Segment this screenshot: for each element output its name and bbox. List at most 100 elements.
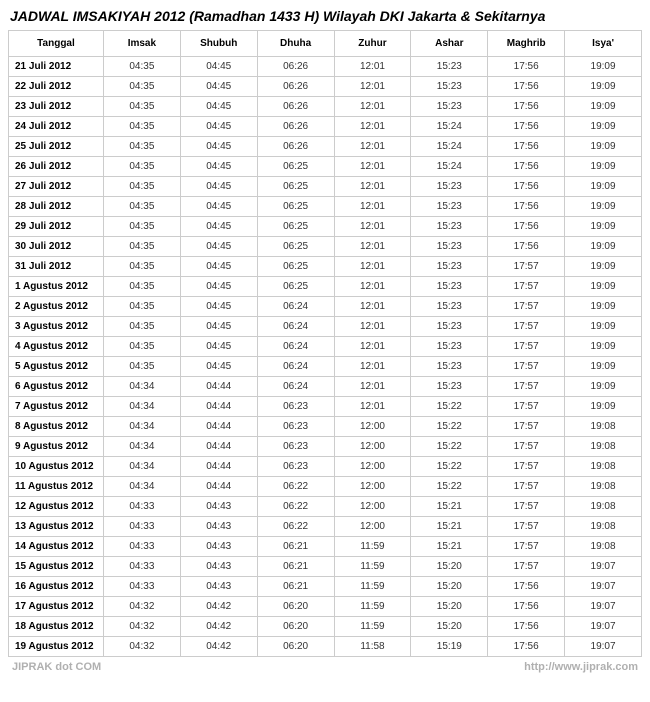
time-cell: 17:57 — [488, 277, 565, 297]
time-cell: 19:08 — [565, 417, 642, 437]
time-cell: 15:23 — [411, 277, 488, 297]
table-row: 21 Juli 201204:3504:4506:2612:0115:2317:… — [9, 57, 642, 77]
date-cell: 19 Agustus 2012 — [9, 637, 104, 657]
time-cell: 06:25 — [257, 217, 334, 237]
time-cell: 19:09 — [565, 297, 642, 317]
time-cell: 06:21 — [257, 577, 334, 597]
time-cell: 19:09 — [565, 97, 642, 117]
table-row: 11 Agustus 201204:3404:4406:2212:0015:22… — [9, 477, 642, 497]
time-cell: 19:07 — [565, 557, 642, 577]
time-cell: 17:56 — [488, 117, 565, 137]
time-cell: 17:57 — [488, 477, 565, 497]
time-cell: 17:57 — [488, 497, 565, 517]
table-row: 2 Agustus 201204:3504:4506:2412:0115:231… — [9, 297, 642, 317]
time-cell: 12:01 — [334, 297, 411, 317]
table-row: 31 Juli 201204:3504:4506:2512:0115:2317:… — [9, 257, 642, 277]
time-cell: 15:23 — [411, 377, 488, 397]
time-cell: 17:57 — [488, 437, 565, 457]
time-cell: 04:44 — [180, 437, 257, 457]
table-row: 6 Agustus 201204:3404:4406:2412:0115:231… — [9, 377, 642, 397]
time-cell: 19:09 — [565, 197, 642, 217]
time-cell: 06:26 — [257, 117, 334, 137]
table-row: 24 Juli 201204:3504:4506:2612:0115:2417:… — [9, 117, 642, 137]
time-cell: 06:25 — [257, 157, 334, 177]
time-cell: 04:45 — [180, 57, 257, 77]
time-cell: 06:25 — [257, 237, 334, 257]
time-cell: 04:35 — [103, 157, 180, 177]
time-cell: 12:01 — [334, 117, 411, 137]
table-row: 15 Agustus 201204:3304:4306:2111:5915:20… — [9, 557, 642, 577]
time-cell: 17:56 — [488, 177, 565, 197]
date-cell: 7 Agustus 2012 — [9, 397, 104, 417]
time-cell: 19:09 — [565, 317, 642, 337]
time-cell: 19:09 — [565, 57, 642, 77]
time-cell: 19:09 — [565, 377, 642, 397]
table-row: 19 Agustus 201204:3204:4206:2011:5815:19… — [9, 637, 642, 657]
time-cell: 04:42 — [180, 617, 257, 637]
time-cell: 04:35 — [103, 357, 180, 377]
time-cell: 04:45 — [180, 197, 257, 217]
time-cell: 04:33 — [103, 577, 180, 597]
time-cell: 04:35 — [103, 297, 180, 317]
time-cell: 12:01 — [334, 257, 411, 277]
date-cell: 17 Agustus 2012 — [9, 597, 104, 617]
time-cell: 06:24 — [257, 317, 334, 337]
time-cell: 06:26 — [257, 57, 334, 77]
time-cell: 17:57 — [488, 357, 565, 377]
time-cell: 17:57 — [488, 397, 565, 417]
time-cell: 04:45 — [180, 157, 257, 177]
date-cell: 6 Agustus 2012 — [9, 377, 104, 397]
date-cell: 12 Agustus 2012 — [9, 497, 104, 517]
time-cell: 17:57 — [488, 457, 565, 477]
time-cell: 06:25 — [257, 197, 334, 217]
time-cell: 04:35 — [103, 217, 180, 237]
time-cell: 04:35 — [103, 317, 180, 337]
time-cell: 06:26 — [257, 97, 334, 117]
date-cell: 26 Juli 2012 — [9, 157, 104, 177]
time-cell: 12:01 — [334, 377, 411, 397]
table-row: 3 Agustus 201204:3504:4506:2412:0115:231… — [9, 317, 642, 337]
time-cell: 04:45 — [180, 297, 257, 317]
time-cell: 17:56 — [488, 637, 565, 657]
time-cell: 04:32 — [103, 637, 180, 657]
time-cell: 15:24 — [411, 157, 488, 177]
time-cell: 04:44 — [180, 477, 257, 497]
time-cell: 04:45 — [180, 217, 257, 237]
time-cell: 19:09 — [565, 237, 642, 257]
date-cell: 16 Agustus 2012 — [9, 577, 104, 597]
time-cell: 17:57 — [488, 337, 565, 357]
date-cell: 14 Agustus 2012 — [9, 537, 104, 557]
time-cell: 12:01 — [334, 97, 411, 117]
time-cell: 04:45 — [180, 77, 257, 97]
time-cell: 06:21 — [257, 537, 334, 557]
date-cell: 10 Agustus 2012 — [9, 457, 104, 477]
date-cell: 29 Juli 2012 — [9, 217, 104, 237]
time-cell: 06:24 — [257, 297, 334, 317]
time-cell: 17:57 — [488, 417, 565, 437]
time-cell: 15:21 — [411, 537, 488, 557]
time-cell: 04:35 — [103, 177, 180, 197]
time-cell: 15:24 — [411, 137, 488, 157]
time-cell: 15:23 — [411, 237, 488, 257]
table-row: 23 Juli 201204:3504:4506:2612:0115:2317:… — [9, 97, 642, 117]
time-cell: 11:59 — [334, 577, 411, 597]
date-cell: 23 Juli 2012 — [9, 97, 104, 117]
time-cell: 06:22 — [257, 517, 334, 537]
time-cell: 17:56 — [488, 217, 565, 237]
time-cell: 04:45 — [180, 177, 257, 197]
time-cell: 17:56 — [488, 577, 565, 597]
date-cell: 28 Juli 2012 — [9, 197, 104, 217]
time-cell: 06:26 — [257, 77, 334, 97]
time-cell: 12:01 — [334, 237, 411, 257]
date-cell: 15 Agustus 2012 — [9, 557, 104, 577]
time-cell: 19:07 — [565, 617, 642, 637]
table-row: 7 Agustus 201204:3404:4406:2312:0115:221… — [9, 397, 642, 417]
time-cell: 04:43 — [180, 577, 257, 597]
time-cell: 12:00 — [334, 417, 411, 437]
time-cell: 15:23 — [411, 177, 488, 197]
column-header: Maghrib — [488, 31, 565, 57]
footer-left: JIPRAK dot COM — [12, 661, 101, 673]
time-cell: 15:23 — [411, 317, 488, 337]
date-cell: 8 Agustus 2012 — [9, 417, 104, 437]
table-row: 26 Juli 201204:3504:4506:2512:0115:2417:… — [9, 157, 642, 177]
